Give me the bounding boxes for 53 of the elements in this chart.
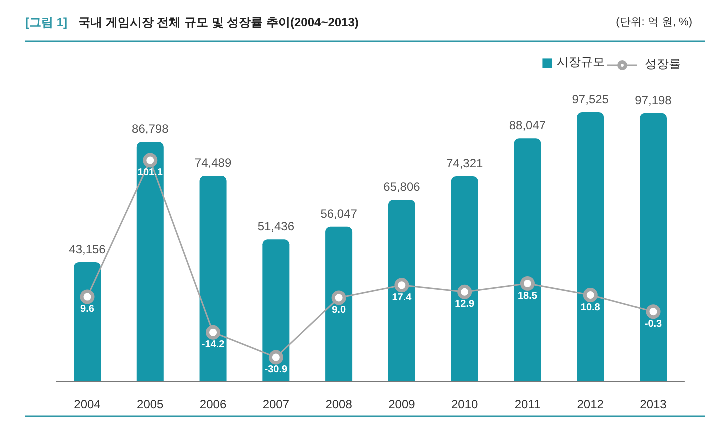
data-label: -0.3 (644, 318, 663, 330)
data-label: 17.4 (392, 292, 412, 304)
bar (388, 200, 416, 382)
data-label: 9.6 (80, 304, 95, 316)
data-label: 18.5 (518, 290, 538, 302)
data-label: 51,436 (258, 220, 295, 234)
data-label: 9.0 (332, 304, 346, 316)
point (646, 304, 661, 320)
data-label: 86,798 (132, 122, 170, 136)
point (80, 290, 95, 304)
data-label: 88,047 (509, 118, 546, 133)
data-label: 74,489 (194, 156, 232, 170)
bar (200, 176, 227, 382)
point (458, 284, 472, 300)
legend-label: 시장규모 (557, 54, 605, 71)
data-label: 10.8 (580, 302, 601, 314)
x-tick-label: 2004 (74, 398, 102, 412)
bar (136, 142, 164, 382)
data-label: -14.2 (202, 340, 226, 351)
x-tick-label: 2010 (451, 398, 479, 412)
x-tick-label: 2006 (200, 398, 227, 412)
bar (577, 112, 604, 382)
data-label: 56,047 (320, 206, 358, 221)
chart-title: [그림 1] 국내 게임시장 전체 규모 및 성장률 추이(2004~2013) (26, 16, 359, 30)
x-tick-label: 2007 (262, 398, 290, 412)
bar (262, 240, 290, 382)
point (583, 288, 598, 303)
bar (640, 113, 667, 382)
text: (단위: 억 원, %) (616, 16, 693, 28)
x-tick-label: 2012 (577, 398, 604, 412)
data-label: 97,198 (635, 93, 672, 108)
data-label: 12.9 (455, 299, 476, 310)
x-tick-label: 2008 (326, 398, 353, 412)
legend-label: 성장률 (645, 56, 681, 73)
data-label: -30.9 (264, 364, 288, 376)
point (332, 290, 346, 306)
data-label: 97,525 (572, 92, 610, 106)
point (206, 325, 221, 340)
x-tick-label: 2013 (640, 398, 668, 412)
point (143, 153, 158, 168)
x-tick-label: 2009 (388, 398, 416, 412)
point (520, 276, 535, 292)
point (394, 278, 410, 293)
data-label: 43,156 (69, 242, 106, 256)
point (268, 350, 284, 365)
bar (326, 226, 353, 382)
data-label: 65,806 (384, 180, 421, 194)
data-label: 74,321 (446, 156, 484, 171)
x-tick-label: 2011 (514, 398, 541, 412)
x-tick-label: 2005 (137, 398, 164, 412)
bar (514, 138, 542, 382)
bar (74, 262, 101, 382)
bar (451, 176, 478, 382)
